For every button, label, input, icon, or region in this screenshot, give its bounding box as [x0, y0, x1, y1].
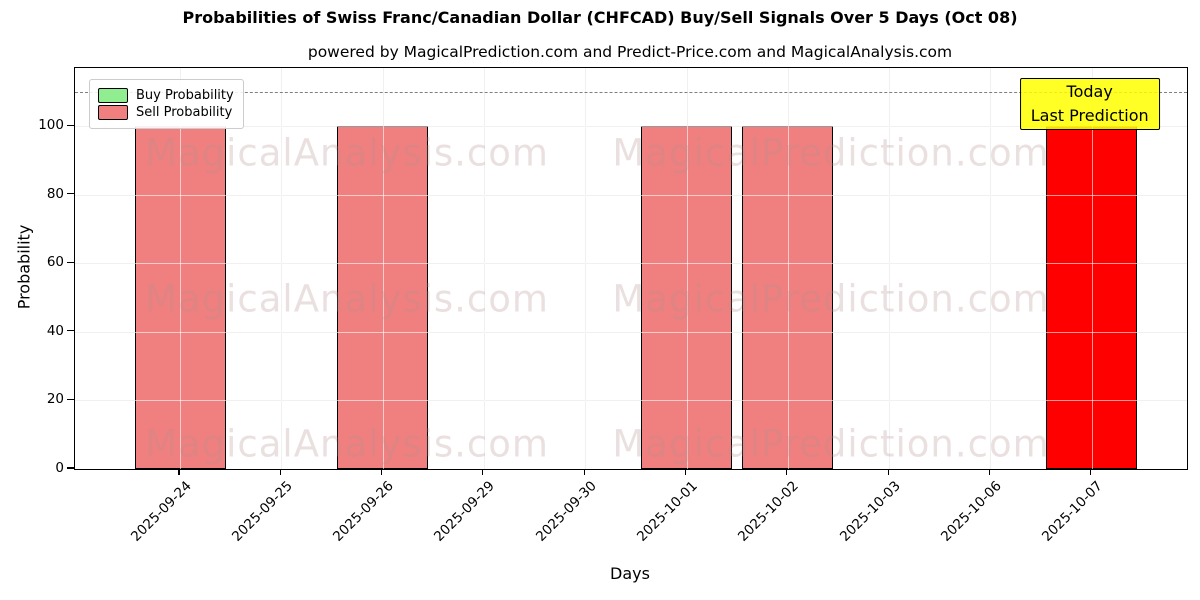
v-gridline-overlay — [686, 68, 688, 469]
sell-swatch-icon — [98, 105, 128, 120]
legend-label-buy: Buy Probability — [136, 88, 234, 103]
threshold-dashed-line — [75, 91, 1187, 93]
v-gridline-overlay — [1091, 68, 1093, 469]
x-tick-mark — [786, 469, 788, 475]
v-gridline-overlay — [382, 68, 384, 469]
x-tick-mark — [684, 469, 687, 475]
watermark-text: MagicalPrediction.com — [612, 277, 1050, 321]
h-gridline-overlay — [75, 331, 1187, 333]
x-tick-mark — [583, 469, 585, 475]
x-tick-label-text: 2025-09-30 — [532, 478, 600, 545]
chart-title: Probabilities of Swiss Franc/Canadian Do… — [182, 8, 1018, 27]
plot-area: Buy Probability Sell Probability Today L… — [74, 67, 1188, 470]
y-tick-mark — [67, 467, 74, 469]
y-tick-label: 80 — [46, 185, 64, 202]
x-tick-label-text: 2025-10-01 — [634, 478, 701, 545]
x-tick-label-text: 2025-09-24 — [127, 478, 195, 545]
x-tick-label-text: 2025-09-29 — [431, 478, 499, 545]
today-annotation: Today Last Prediction — [1019, 78, 1160, 130]
legend-label-sell: Sell Probability — [136, 105, 233, 120]
v-gridline-overlay — [180, 68, 181, 469]
legend-item-buy: Buy Probability — [98, 88, 234, 103]
y-tick-label: 40 — [46, 322, 64, 339]
v-gridline-overlay — [990, 68, 992, 469]
v-gridline-overlay — [281, 68, 283, 469]
legend: Buy Probability Sell Probability — [89, 79, 244, 129]
buy-swatch-icon — [98, 88, 128, 103]
y-tick-label: 100 — [38, 117, 64, 134]
x-tick-label-text: 2025-10-03 — [836, 478, 904, 545]
y-tick-label: 60 — [46, 254, 64, 271]
x-tick-label-text: 2025-10-02 — [735, 478, 803, 545]
chart-subtitle: powered by MagicalPrediction.com and Pre… — [307, 43, 953, 61]
h-gridline-overlay — [75, 263, 1187, 265]
v-gridline-overlay — [483, 68, 485, 469]
v-gridline-overlay — [585, 68, 587, 469]
v-gridline-overlay — [889, 68, 891, 469]
y-tick-mark — [67, 330, 74, 332]
y-tick-mark — [67, 193, 74, 195]
watermark-text: MagicalPrediction.com — [612, 131, 1050, 175]
x-tick-mark — [1090, 469, 1092, 475]
y-tick-mark — [67, 124, 74, 126]
watermark-text: MagicalAnalysis.com — [145, 422, 549, 466]
h-gridline-overlay — [75, 126, 1187, 128]
watermark-text: MagicalAnalysis.com — [145, 131, 549, 175]
x-tick-label-text: 2025-10-06 — [937, 478, 1005, 545]
watermark-text: MagicalAnalysis.com — [145, 277, 549, 321]
y-tick-mark — [67, 261, 74, 263]
x-tick-mark — [279, 469, 281, 475]
x-tick-label-text: 2025-09-25 — [228, 478, 296, 545]
x-tick-mark — [988, 469, 990, 475]
x-tick-label-text: 2025-10-07 — [1039, 478, 1107, 545]
y-tick-label: 20 — [46, 391, 64, 408]
x-tick-mark — [178, 469, 180, 475]
y-tick-mark — [67, 398, 74, 401]
y-tick-label: 0 — [55, 460, 64, 476]
today-annotation-line2: Last Prediction — [1030, 106, 1149, 125]
h-gridline-overlay — [75, 400, 1187, 402]
x-tick-label-text: 2025-09-26 — [330, 478, 397, 545]
x-tick-mark — [482, 469, 484, 475]
watermark-text: MagicalPrediction.com — [612, 422, 1050, 466]
h-gridline-overlay — [75, 194, 1187, 196]
x-tick-mark — [887, 469, 889, 475]
x-axis-label: Days — [610, 564, 650, 583]
today-annotation-line1: Today — [1066, 82, 1113, 101]
v-gridline-overlay — [787, 68, 789, 469]
legend-item-sell: Sell Probability — [98, 105, 234, 120]
x-tick-mark — [381, 469, 383, 475]
